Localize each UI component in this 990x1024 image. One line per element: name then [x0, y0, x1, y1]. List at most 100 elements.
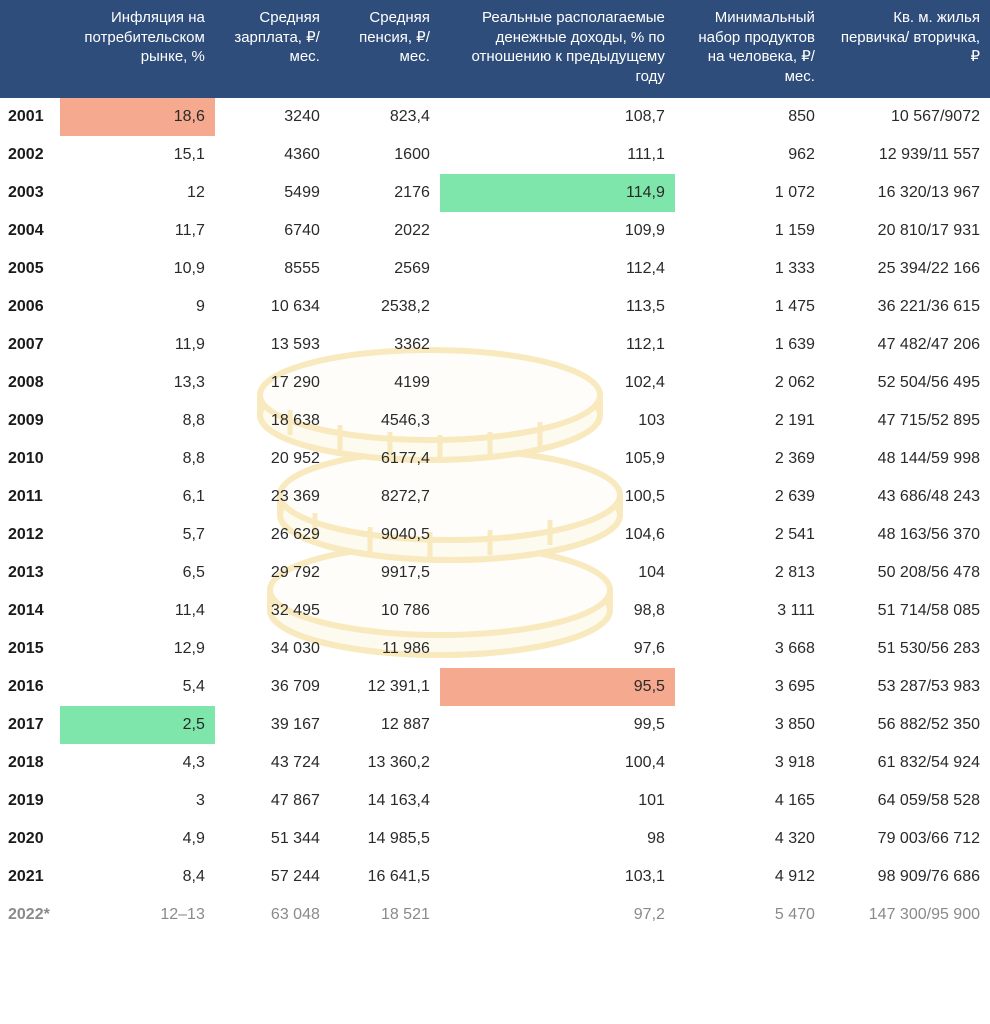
cell-salary: 5499: [215, 174, 330, 212]
table-row: 200510,985552569112,41 33325 394/22 166: [0, 250, 990, 288]
cell-year: 2003: [0, 174, 60, 212]
table-row: 20204,951 34414 985,5984 32079 003/66 71…: [0, 820, 990, 858]
cell-housing: 12 939/11 557: [825, 136, 990, 174]
cell-salary: 4360: [215, 136, 330, 174]
table-row: 20165,436 70912 391,195,53 69553 287/53 …: [0, 668, 990, 706]
cell-salary: 34 030: [215, 630, 330, 668]
cell-pension: 9040,5: [330, 516, 440, 554]
cell-year: 2010: [0, 440, 60, 478]
cell-year: 2021: [0, 858, 60, 896]
cell-inflation: 11,9: [60, 326, 215, 364]
cell-basket: 1 333: [675, 250, 825, 288]
cell-inflation: 2,5: [60, 706, 215, 744]
table-row: 20031254992176114,91 07216 320/13 967: [0, 174, 990, 212]
cell-pension: 1600: [330, 136, 440, 174]
cell-salary: 17 290: [215, 364, 330, 402]
cell-inflation: 5,7: [60, 516, 215, 554]
cell-housing: 56 882/52 350: [825, 706, 990, 744]
cell-salary: 36 709: [215, 668, 330, 706]
cell-pension: 4546,3: [330, 402, 440, 440]
table-row: 20218,457 24416 641,5103,14 91298 909/76…: [0, 858, 990, 896]
cell-income: 99,5: [440, 706, 675, 744]
table-row: 20098,818 6384546,31032 19147 715/52 895: [0, 402, 990, 440]
cell-housing: 43 686/48 243: [825, 478, 990, 516]
cell-year: 2018: [0, 744, 60, 782]
cell-inflation: 15,1: [60, 136, 215, 174]
table-header: Инфляция на потребительском рынке, % Сре…: [0, 0, 990, 98]
header-pension: Средняя пенсия, ₽/мес.: [330, 0, 440, 98]
cell-year: 2020: [0, 820, 60, 858]
cell-pension: 9917,5: [330, 554, 440, 592]
cell-basket: 1 072: [675, 174, 825, 212]
cell-housing: 25 394/22 166: [825, 250, 990, 288]
cell-pension: 2569: [330, 250, 440, 288]
cell-basket: 1 639: [675, 326, 825, 364]
cell-salary: 6740: [215, 212, 330, 250]
cell-housing: 98 909/76 686: [825, 858, 990, 896]
table-row: 201512,934 03011 98697,63 66851 530/56 2…: [0, 630, 990, 668]
cell-pension: 8272,7: [330, 478, 440, 516]
cell-income: 98,8: [440, 592, 675, 630]
cell-basket: 3 668: [675, 630, 825, 668]
cell-basket: 850: [675, 98, 825, 136]
cell-housing: 51 530/56 283: [825, 630, 990, 668]
cell-income: 112,1: [440, 326, 675, 364]
cell-basket: 1 159: [675, 212, 825, 250]
cell-income: 104,6: [440, 516, 675, 554]
cell-inflation: 10,9: [60, 250, 215, 288]
cell-housing: 48 163/56 370: [825, 516, 990, 554]
cell-basket: 4 912: [675, 858, 825, 896]
cell-basket: 2 191: [675, 402, 825, 440]
cell-inflation: 18,6: [60, 98, 215, 136]
header-year: [0, 0, 60, 98]
cell-salary: 39 167: [215, 706, 330, 744]
cell-salary: 63 048: [215, 896, 330, 934]
cell-basket: 2 813: [675, 554, 825, 592]
cell-year: 2016: [0, 668, 60, 706]
table-row: 20136,529 7929917,51042 81350 208/56 478: [0, 554, 990, 592]
cell-year: 2015: [0, 630, 60, 668]
cell-salary: 43 724: [215, 744, 330, 782]
cell-inflation: 6,5: [60, 554, 215, 592]
cell-pension: 4199: [330, 364, 440, 402]
cell-inflation: 8,4: [60, 858, 215, 896]
cell-income: 95,5: [440, 668, 675, 706]
cell-pension: 14 985,5: [330, 820, 440, 858]
cell-pension: 12 887: [330, 706, 440, 744]
cell-year: 2019: [0, 782, 60, 820]
cell-income: 105,9: [440, 440, 675, 478]
cell-basket: 3 111: [675, 592, 825, 630]
cell-year: 2006: [0, 288, 60, 326]
cell-inflation: 12,9: [60, 630, 215, 668]
cell-basket: 2 639: [675, 478, 825, 516]
cell-year: 2013: [0, 554, 60, 592]
cell-year: 2017: [0, 706, 60, 744]
table-row: 200215,143601600111,196212 939/11 557: [0, 136, 990, 174]
table-row: 2022*12–1363 04818 52197,25 470147 300/9…: [0, 896, 990, 934]
cell-basket: 3 850: [675, 706, 825, 744]
cell-year: 2005: [0, 250, 60, 288]
cell-housing: 64 059/58 528: [825, 782, 990, 820]
cell-income: 111,1: [440, 136, 675, 174]
cell-inflation: 3: [60, 782, 215, 820]
cell-income: 102,4: [440, 364, 675, 402]
header-housing: Кв. м. жилья первичка/ вторичка, ₽: [825, 0, 990, 98]
cell-inflation: 8,8: [60, 440, 215, 478]
cell-basket: 1 475: [675, 288, 825, 326]
cell-salary: 13 593: [215, 326, 330, 364]
cell-basket: 2 062: [675, 364, 825, 402]
cell-income: 103: [440, 402, 675, 440]
table-row: 20116,123 3698272,7100,52 63943 686/48 2…: [0, 478, 990, 516]
cell-pension: 823,4: [330, 98, 440, 136]
cell-income: 113,5: [440, 288, 675, 326]
cell-pension: 2022: [330, 212, 440, 250]
table-row: 200813,317 2904199102,42 06252 504/56 49…: [0, 364, 990, 402]
cell-salary: 47 867: [215, 782, 330, 820]
cell-pension: 6177,4: [330, 440, 440, 478]
cell-inflation: 11,4: [60, 592, 215, 630]
cell-housing: 147 300/95 900: [825, 896, 990, 934]
cell-year: 2022*: [0, 896, 60, 934]
cell-income: 101: [440, 782, 675, 820]
cell-basket: 4 320: [675, 820, 825, 858]
cell-year: 2009: [0, 402, 60, 440]
